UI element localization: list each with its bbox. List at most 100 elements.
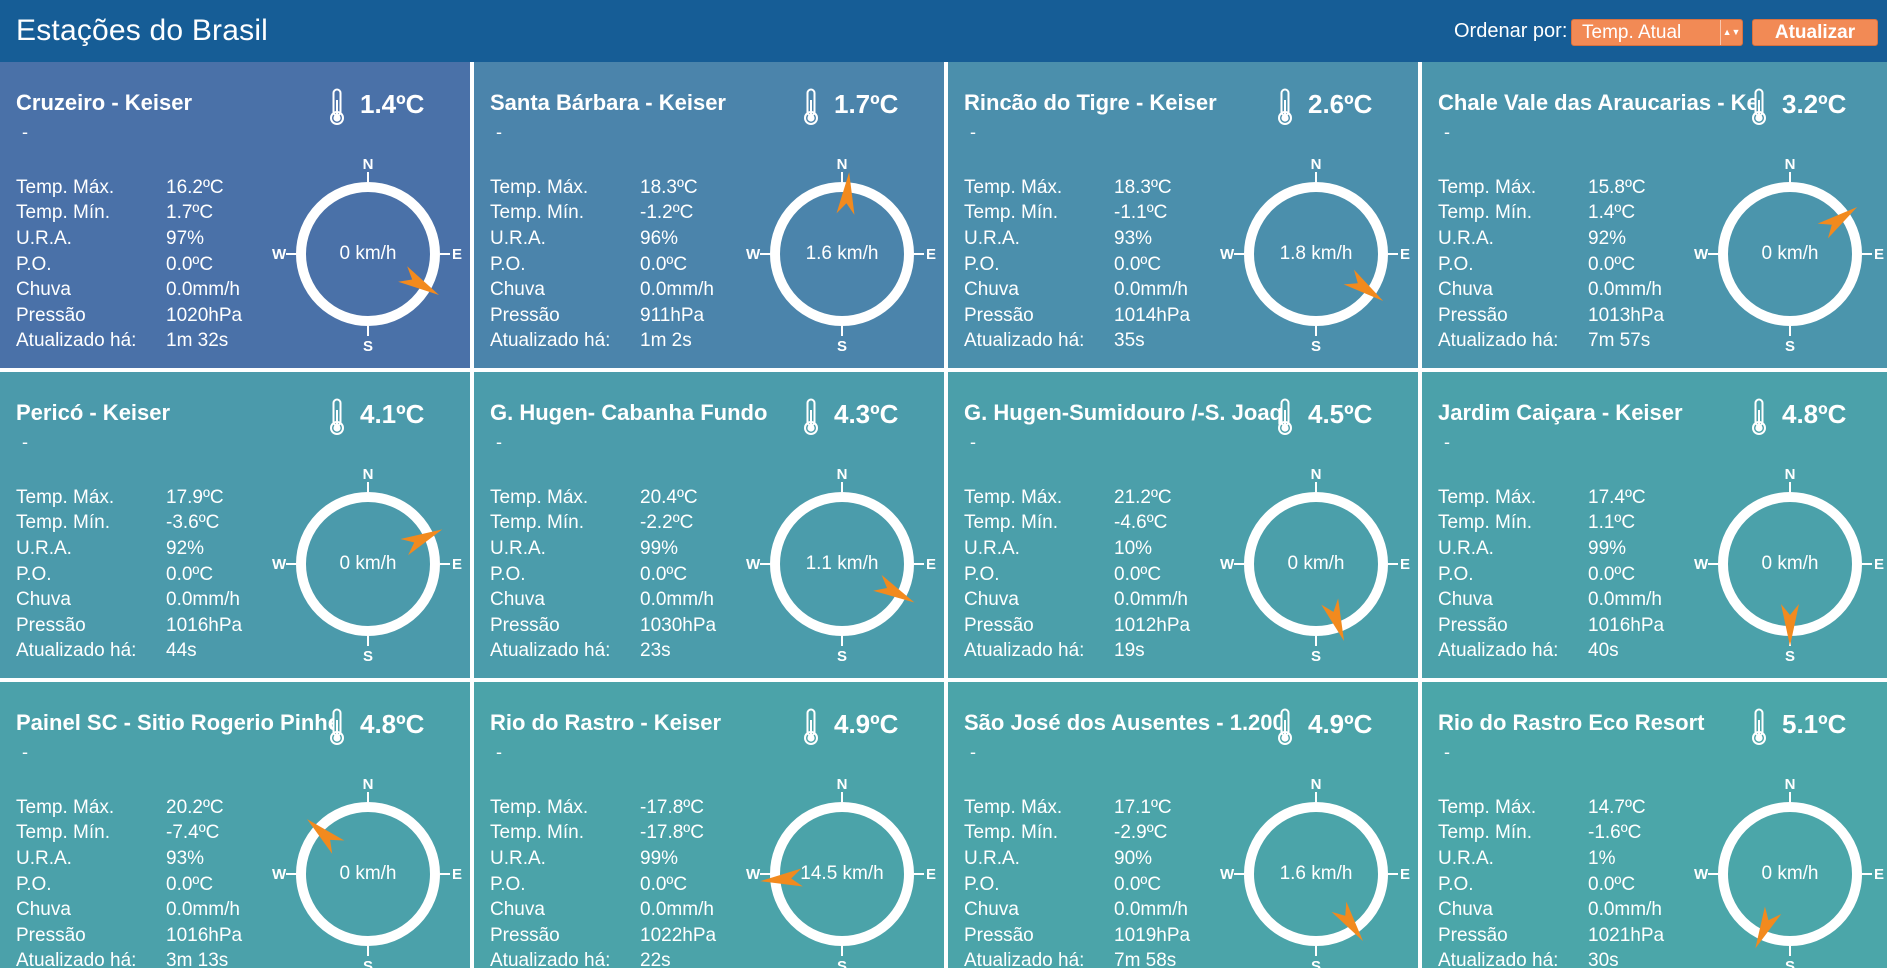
wind-speed: 1.1 km/h xyxy=(805,553,879,574)
stat-label: P.O. xyxy=(1438,253,1474,275)
stat-row-tmax: Temp. Máx. 20.4ºC xyxy=(490,485,716,511)
stat-value: 911hPa xyxy=(640,304,705,326)
stat-value: 0.0mm/h xyxy=(1588,899,1662,921)
refresh-button[interactable]: Atualizar xyxy=(1752,19,1878,46)
stat-row-chuva: Chuva 0.0mm/h xyxy=(16,277,242,303)
stat-value: 0.0ºC xyxy=(1114,253,1162,275)
compass-s-label: S xyxy=(1785,648,1795,662)
stat-label: Chuva xyxy=(490,279,545,301)
station-card[interactable]: Rio do Rastro - Keiser - 4.9ºC Temp. Máx… xyxy=(474,682,944,968)
current-temperature: 2.6ºC xyxy=(1308,89,1373,119)
compass-n-label: N xyxy=(363,776,374,793)
stat-label: P.O. xyxy=(490,873,526,895)
stat-value: 0.0mm/h xyxy=(640,279,714,301)
station-card[interactable]: Cruzeiro - Keiser - 1.4ºC Temp. Máx. 16.2… xyxy=(0,62,470,368)
station-card[interactable]: Rio do Rastro Eco Resort - 5.1ºC Temp. M… xyxy=(1422,682,1887,968)
thermometer-icon xyxy=(1276,708,1294,746)
stats-table: Temp. Máx. 17.4ºC Temp. Mín. 1.1ºC U.R.A. 9… xyxy=(1438,485,1664,664)
stat-value: 40s xyxy=(1588,640,1619,662)
wind-direction-arrow-icon xyxy=(1343,269,1384,302)
wind-compass: N S E W 1.6 km/h xyxy=(744,156,940,352)
stat-value: 1.1ºC xyxy=(1588,512,1636,534)
wind-speed: 1.6 km/h xyxy=(1279,863,1353,884)
current-temperature: 1.4ºC xyxy=(360,89,425,119)
current-temperature: 4.9ºC xyxy=(1308,709,1373,739)
stat-label: Temp. Máx. xyxy=(16,486,115,508)
thermometer-icon xyxy=(802,88,820,126)
stat-row-tmin: Temp. Mín. 1.1ºC xyxy=(1438,511,1664,537)
current-temperature: 3.2ºC xyxy=(1782,89,1847,119)
stat-value: 21.2ºC xyxy=(1114,486,1172,508)
stat-row-po: P.O. 0.0ºC xyxy=(964,872,1190,898)
stat-value: 16.2ºC xyxy=(166,176,224,198)
station-card[interactable]: G. Hugen-Sumidouro /-S. Joaquim - 4.5ºC … xyxy=(948,372,1418,678)
stat-row-pressao: Pressão 1020hPa xyxy=(16,303,242,329)
wind-direction-arrow-icon xyxy=(1781,604,1799,646)
stat-label: P.O. xyxy=(16,563,52,585)
stat-row-tmin: Temp. Mín. -3.6ºC xyxy=(16,511,242,537)
station-name: Rio do Rastro - Keiser xyxy=(490,710,722,735)
sort-select[interactable]: Temp. Atual ▲▼ xyxy=(1571,19,1743,46)
stat-row-pressao: Pressão 1016hPa xyxy=(1438,613,1664,639)
station-card[interactable]: Pericó - Keiser - 4.1ºC Temp. Máx. 17.9ºC… xyxy=(0,372,470,678)
stat-row-tmax: Temp. Máx. 17.1ºC xyxy=(964,795,1190,821)
stat-label: Pressão xyxy=(16,304,86,326)
thermometer-icon xyxy=(1276,88,1294,126)
stat-label: Temp. Mín. xyxy=(1438,202,1532,224)
stat-value: 20.2ºC xyxy=(166,796,224,818)
station-subtitle: - xyxy=(496,122,502,142)
stat-value: 1013hPa xyxy=(1588,304,1665,326)
sort-selected-value: Temp. Atual xyxy=(1582,22,1682,43)
stat-row-chuva: Chuva 0.0mm/h xyxy=(964,587,1190,613)
stat-label: Chuva xyxy=(16,279,71,301)
station-name: Cruzeiro - Keiser xyxy=(16,90,193,115)
station-card[interactable]: Rincão do Tigre - Keiser - 2.6ºC Temp. M… xyxy=(948,62,1418,368)
stat-label: U.R.A. xyxy=(964,847,1020,869)
stat-label: Chuva xyxy=(964,589,1019,611)
wind-compass: N S E W 0 km/h xyxy=(1692,156,1887,352)
stat-value: 1016hPa xyxy=(1588,614,1665,636)
wind-speed: 0 km/h xyxy=(339,863,397,884)
stat-label: Pressão xyxy=(490,304,560,326)
stat-label: Chuva xyxy=(490,899,545,921)
stat-row-atualizado: Atualizado há: 7m 58s xyxy=(964,949,1190,968)
stat-row-tmin: Temp. Mín. -1.1ºC xyxy=(964,201,1190,227)
station-card[interactable]: Chale Vale das Araucarias - Keiser - 3.2… xyxy=(1422,62,1887,368)
stats-table: Temp. Máx. 17.1ºC Temp. Mín. -2.9ºC U.R.A.… xyxy=(964,795,1190,968)
compass-e-label: E xyxy=(1874,556,1884,573)
stats-table: Temp. Máx. 16.2ºC Temp. Mín. 1.7ºC U.R.A. 9… xyxy=(16,175,242,354)
compass-n-label: N xyxy=(363,156,374,173)
stat-value: 0.0ºC xyxy=(1114,873,1162,895)
compass-w-label: W xyxy=(746,246,761,263)
stat-label: P.O. xyxy=(1438,563,1474,585)
thermometer-icon xyxy=(328,88,346,126)
wind-compass: N S E W 0 km/h xyxy=(270,156,466,352)
stats-table: Temp. Máx. 14.7ºC Temp. Mín. -1.6ºC U.R.A.… xyxy=(1438,795,1664,968)
stat-value: 20.4ºC xyxy=(640,486,698,508)
stat-value: 1016hPa xyxy=(166,924,243,946)
station-subtitle: - xyxy=(970,122,976,142)
station-card[interactable]: Santa Bárbara - Keiser - 1.7ºC Temp. Máx… xyxy=(474,62,944,368)
station-card[interactable]: São José dos Ausentes - 1.200m - 4.9ºC T… xyxy=(948,682,1418,968)
stat-label: U.R.A. xyxy=(16,537,72,559)
station-subtitle: - xyxy=(496,742,502,762)
page-title: Estações do Brasil xyxy=(16,14,269,47)
stat-value: 0.0mm/h xyxy=(1114,899,1188,921)
stat-row-pressao: Pressão 1013hPa xyxy=(1438,303,1664,329)
wind-speed: 0 km/h xyxy=(1761,553,1819,574)
stat-value: 23s xyxy=(640,640,671,662)
stat-row-tmin: Temp. Mín. 1.4ºC xyxy=(1438,201,1664,227)
stat-value: 18.3ºC xyxy=(640,176,698,198)
station-card[interactable]: G. Hugen- Cabanha Fundo - 4.3ºC Temp. Má… xyxy=(474,372,944,678)
stat-label: U.R.A. xyxy=(16,847,72,869)
stat-value: 0.0mm/h xyxy=(1114,589,1188,611)
stat-label: U.R.A. xyxy=(490,537,546,559)
station-card[interactable]: Jardim Caiçara - Keiser - 4.8ºC Temp. Má… xyxy=(1422,372,1887,678)
current-temperature: 4.5ºC xyxy=(1308,399,1373,429)
stat-value: 1.7ºC xyxy=(166,202,214,224)
wind-direction-arrow-icon xyxy=(1321,598,1345,642)
stat-value: 99% xyxy=(640,537,679,559)
station-card[interactable]: Painel SC - Sitio Rogerio Pinheiro - 4.8… xyxy=(0,682,470,968)
stat-value: 97% xyxy=(166,227,205,249)
wind-compass: N S E W 0 km/h xyxy=(1692,776,1887,968)
